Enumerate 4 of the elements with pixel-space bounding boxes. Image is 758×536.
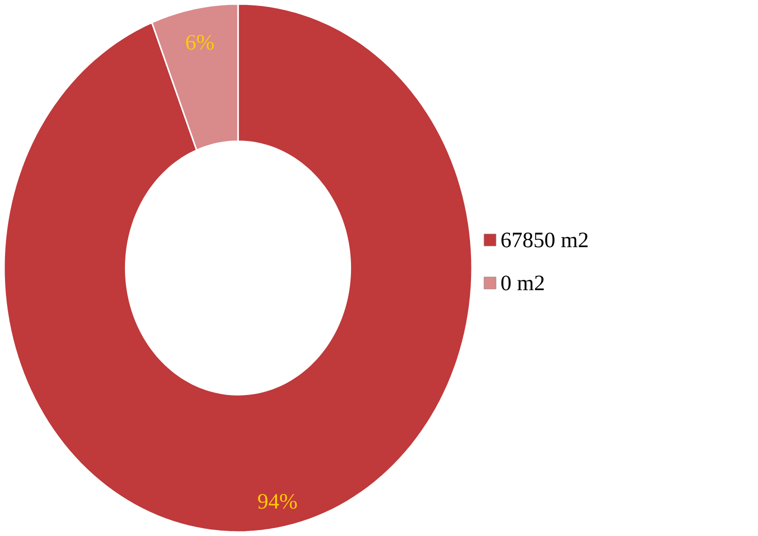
data-label: 94% xyxy=(258,494,297,509)
data-label: 6% xyxy=(186,34,214,50)
legend-label: 67850 m2 xyxy=(501,232,588,248)
legend-label: 0 m2 xyxy=(501,276,544,290)
